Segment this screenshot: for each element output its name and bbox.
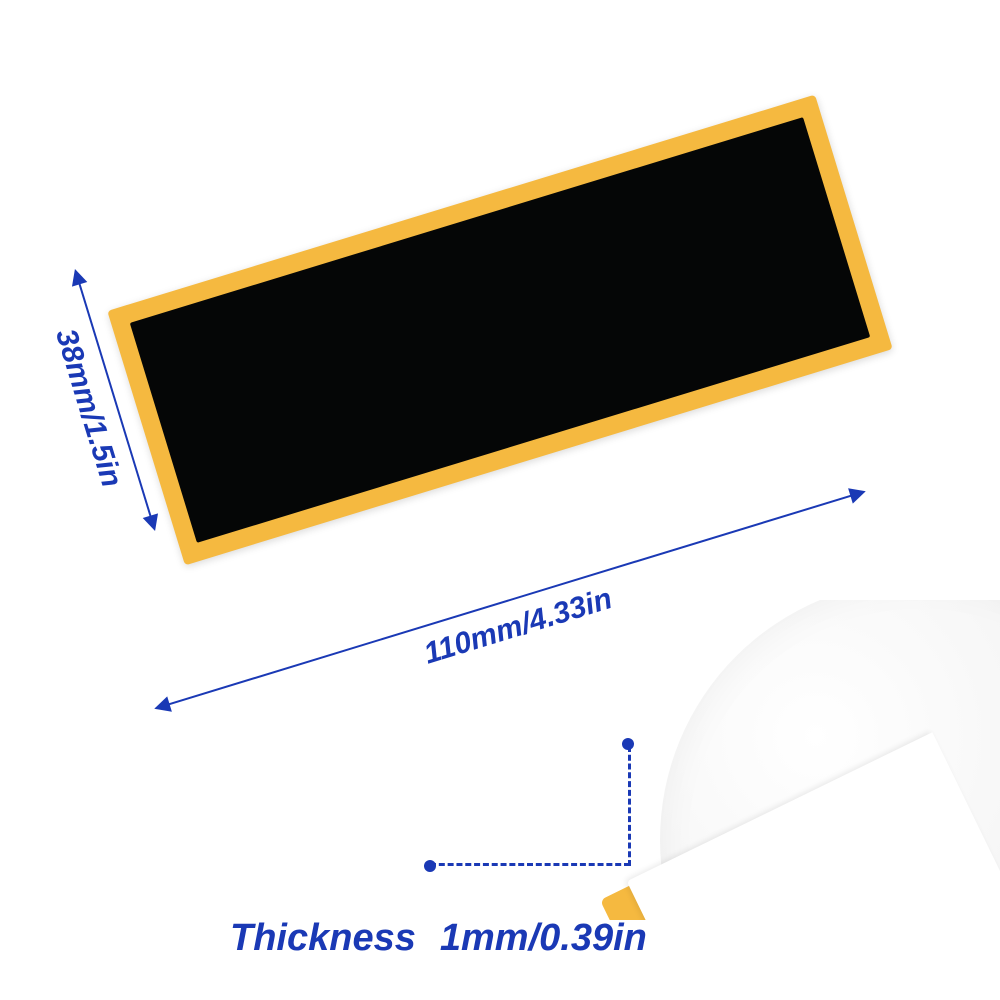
- leader-dot-start: [424, 860, 436, 872]
- thickness-word: Thickness: [230, 917, 416, 959]
- leader-line-vertical: [628, 746, 631, 866]
- product-surface: [130, 117, 870, 543]
- thickness-value: 1mm/0.39in: [440, 917, 647, 959]
- leader-dot-end: [622, 738, 634, 750]
- dimension-thickness-label: Thickness 1mm/0.39in: [230, 917, 647, 960]
- leader-line-horizontal: [430, 863, 630, 866]
- diagram-stage: 110mm/4.33in 38mm/1.5in Thickness1mm/0.3…: [0, 0, 1000, 1000]
- product-pad: [107, 95, 892, 566]
- thickness-closeup: [600, 600, 1000, 920]
